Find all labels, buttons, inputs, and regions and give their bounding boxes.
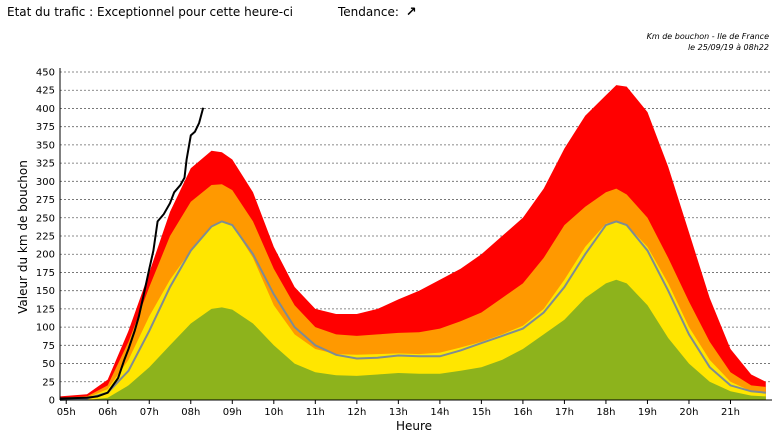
- trend-arrow-icon: ↗: [405, 5, 417, 20]
- x-tick-label: 16h: [513, 407, 532, 418]
- y-tick-label: 450: [36, 68, 55, 79]
- x-tick-label: 06h: [98, 407, 117, 418]
- source-date: le 25/09/19 à 08h22: [687, 43, 769, 52]
- y-axis-title: Valeur du km de bouchon: [16, 160, 30, 314]
- y-tick-label: 425: [36, 86, 55, 97]
- current-traffic-line: [59, 107, 205, 400]
- y-tick-label: 325: [36, 159, 55, 170]
- x-tick-label: 17h: [555, 407, 574, 418]
- y-tick-label: 75: [42, 341, 55, 352]
- y-tick-labels: 0 25 50 75 100 125 150 175 200 225 250 275 300 325 350…: [36, 68, 55, 407]
- x-tick-label: 14h: [430, 407, 449, 418]
- x-axis-title: Heure: [396, 419, 432, 433]
- x-tick-label: 19h: [638, 407, 657, 418]
- traffic-status-text: Etat du trafic : Exceptionnel pour cette…: [7, 5, 294, 19]
- series-lines: [59, 107, 766, 401]
- status-bar: Etat du trafic : Exceptionnel pour cette…: [0, 0, 777, 24]
- average-line: [59, 220, 766, 401]
- y-tick-label: 125: [36, 304, 55, 315]
- x-tick-label: 09h: [223, 407, 242, 418]
- x-tick-label: 10h: [264, 407, 283, 418]
- y-tick-label: 175: [36, 268, 55, 279]
- x-tick-labels: 05h 06h 07h 08h 09h 10h 11h 12h 13h 14h 15h 16h 17h 1…: [57, 407, 740, 418]
- y-tick-label: 50: [42, 359, 55, 370]
- axes: [59, 68, 772, 404]
- y-tick-label: 275: [36, 195, 55, 206]
- y-tick-label: 375: [36, 122, 55, 133]
- chart-source-note: Km de bouchon - Ile de France le 25/09/1…: [647, 31, 769, 53]
- x-tick-label: 05h: [57, 407, 76, 418]
- y-tick-label: 200: [36, 250, 55, 261]
- band-area-0: [60, 279, 766, 400]
- y-tick-label: 25: [42, 377, 55, 388]
- x-tick-label: 11h: [306, 407, 325, 418]
- x-tick-label: 20h: [679, 407, 698, 418]
- y-tick-label: 100: [36, 323, 55, 334]
- y-tick-label: 150: [36, 286, 55, 297]
- x-tick-label: 21h: [721, 407, 740, 418]
- source-title: Km de bouchon - Ile de France: [646, 32, 769, 41]
- y-tick-label: 225: [36, 232, 55, 243]
- y-tick-label: 0: [49, 396, 55, 407]
- y-tick-label: 400: [36, 104, 55, 115]
- y-tick-label: 300: [36, 177, 55, 188]
- trend-indicator: Tendance: ↗: [338, 5, 417, 20]
- x-tick-label: 13h: [389, 407, 408, 418]
- x-tick-label: 12h: [347, 407, 366, 418]
- trend-label: Tendance:: [338, 5, 399, 19]
- y-tick-label: 250: [36, 213, 55, 224]
- x-tick-label: 08h: [181, 407, 200, 418]
- y-tick-label: 350: [36, 140, 55, 151]
- band-areas: [60, 85, 766, 400]
- x-tick-label: 18h: [596, 407, 615, 418]
- x-tick-label: 15h: [472, 407, 491, 418]
- x-tick-label: 07h: [140, 407, 159, 418]
